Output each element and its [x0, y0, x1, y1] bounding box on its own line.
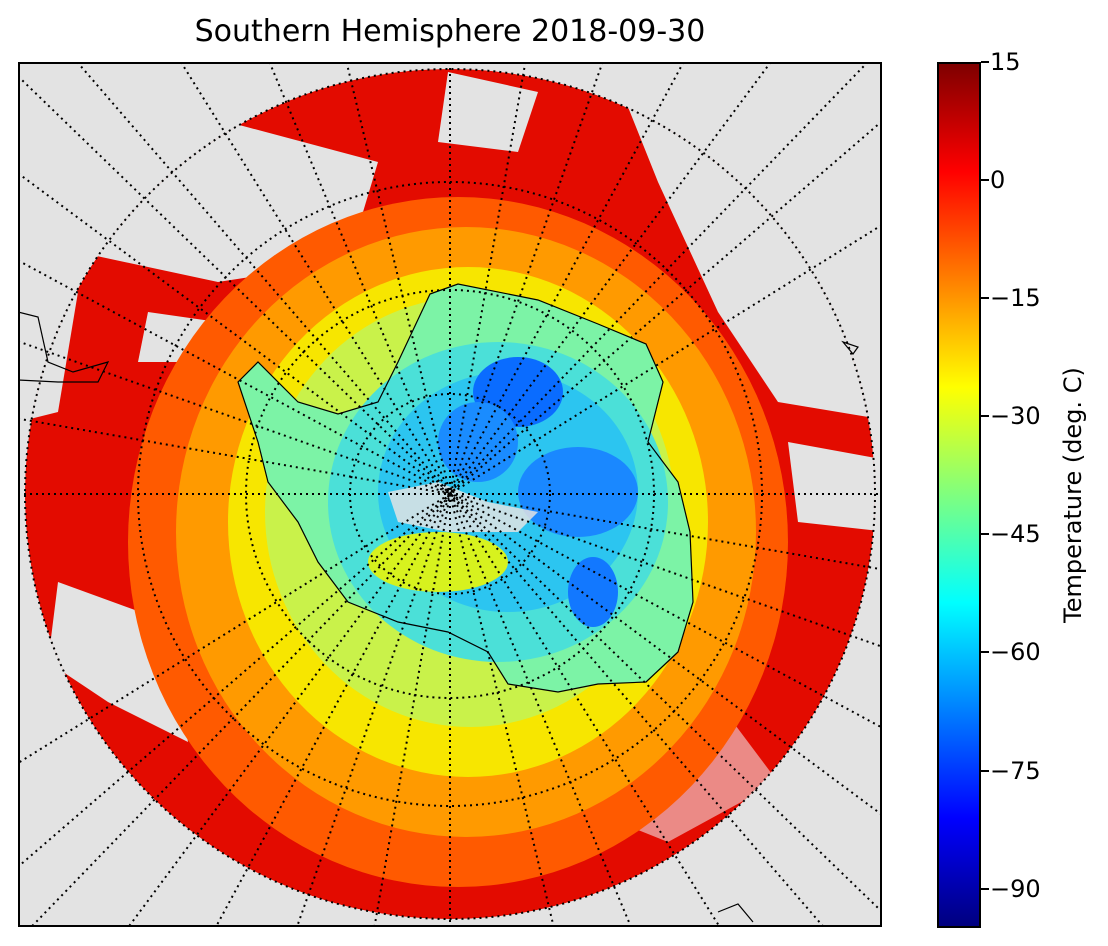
colorbar-tick-mark — [981, 651, 989, 654]
graticule — [18, 62, 882, 927]
map-frame — [18, 62, 882, 927]
map-title: Southern Hemisphere 2018-09-30 — [194, 14, 706, 49]
colorbar-tick-mark — [981, 415, 989, 418]
polar-map-canvas — [18, 62, 882, 927]
colorbar-tick-label: −75 — [990, 756, 1041, 785]
colorbar-tick-mark — [981, 61, 989, 63]
new-zealand-coastline — [717, 903, 754, 923]
colorbar-tick-mark — [981, 179, 989, 182]
colorbar-tick-mark — [981, 533, 989, 536]
antarctica-coastline — [237, 283, 694, 693]
south-america-coastline — [18, 311, 110, 383]
colorbar-tick-mark — [981, 887, 989, 890]
colorbar-tick-label: 0 — [990, 166, 1006, 195]
polar-map[interactable] — [18, 62, 882, 927]
colorbar-tick-label: −15 — [990, 284, 1041, 313]
colorbar-tick-mark — [981, 769, 989, 772]
colorbar-tick-label: −60 — [990, 638, 1041, 667]
colorbar — [937, 62, 981, 928]
colorbar-tick-label: −30 — [990, 402, 1041, 431]
colorbar-tick-label: 15 — [990, 48, 1021, 76]
colorbar-tick-mark — [981, 297, 989, 300]
colorbar-label: Temperature (deg. C) — [1059, 367, 1087, 623]
colorbar-tick-label: −45 — [990, 520, 1041, 549]
tasmania-coastline — [841, 340, 859, 355]
colorbar-tick-label: −90 — [990, 874, 1041, 903]
